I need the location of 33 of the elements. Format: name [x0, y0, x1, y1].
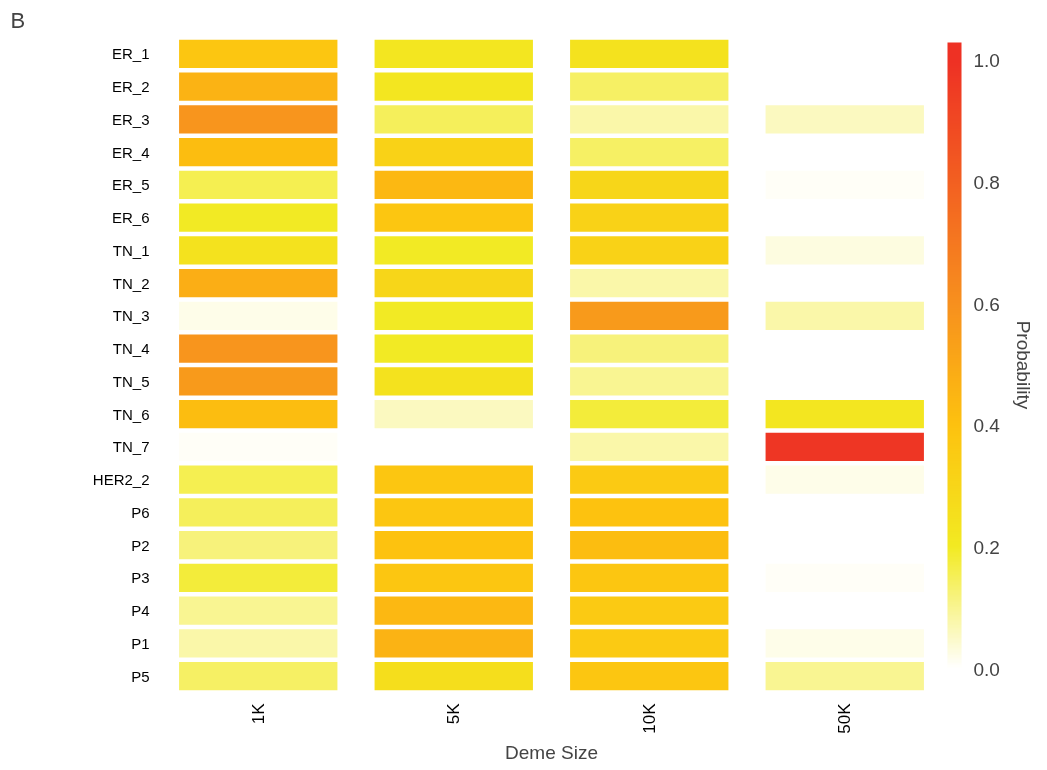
y-tick-label: TN_3 [112, 307, 150, 325]
color-bar-label: 0.8 [973, 171, 1000, 193]
y-tick-label: TN_6 [112, 405, 150, 423]
y-tick-label: HER2_2 [92, 471, 150, 489]
x-axis-title: Deme Size [505, 741, 598, 763]
y-tick-label: ER_4 [111, 143, 150, 161]
y-tick-label: TN_4 [112, 340, 150, 358]
x-tick-label: 50K [835, 702, 855, 734]
x-tick-label: 10K [639, 702, 659, 734]
y-tick-label: ER_1 [111, 45, 150, 63]
color-bar-label: 0.6 [973, 293, 1000, 315]
color-bar-label: 0.0 [973, 658, 1000, 680]
y-tick-label: TN_7 [112, 438, 150, 456]
color-bar-label: 1.0 [973, 50, 1000, 72]
y-tick-label: TN_5 [112, 372, 150, 390]
y-tick-label: P4 [131, 602, 150, 620]
y-tick-label: P1 [131, 634, 150, 652]
text: B [10, 7, 26, 33]
y-tick-label: P3 [131, 569, 150, 587]
x-tick-label: 1K [248, 702, 268, 725]
color-bar-label: 0.2 [973, 537, 1000, 559]
y-tick-label: ER_3 [111, 110, 150, 128]
y-tick-label: ER_2 [111, 78, 150, 96]
y-tick-label: TN_1 [112, 241, 150, 259]
y-tick-label: ER_6 [111, 209, 150, 227]
color-bar-label: 0.4 [973, 415, 1001, 437]
y-tick-label: P5 [131, 667, 150, 685]
color-bar-title: Probability [1012, 320, 1034, 410]
y-tick-label: ER_5 [111, 176, 150, 194]
y-tick-label: P6 [131, 503, 150, 521]
y-tick-label: P2 [131, 536, 150, 554]
x-tick-label: 5K [444, 702, 464, 725]
y-tick-label: TN_2 [112, 274, 150, 292]
